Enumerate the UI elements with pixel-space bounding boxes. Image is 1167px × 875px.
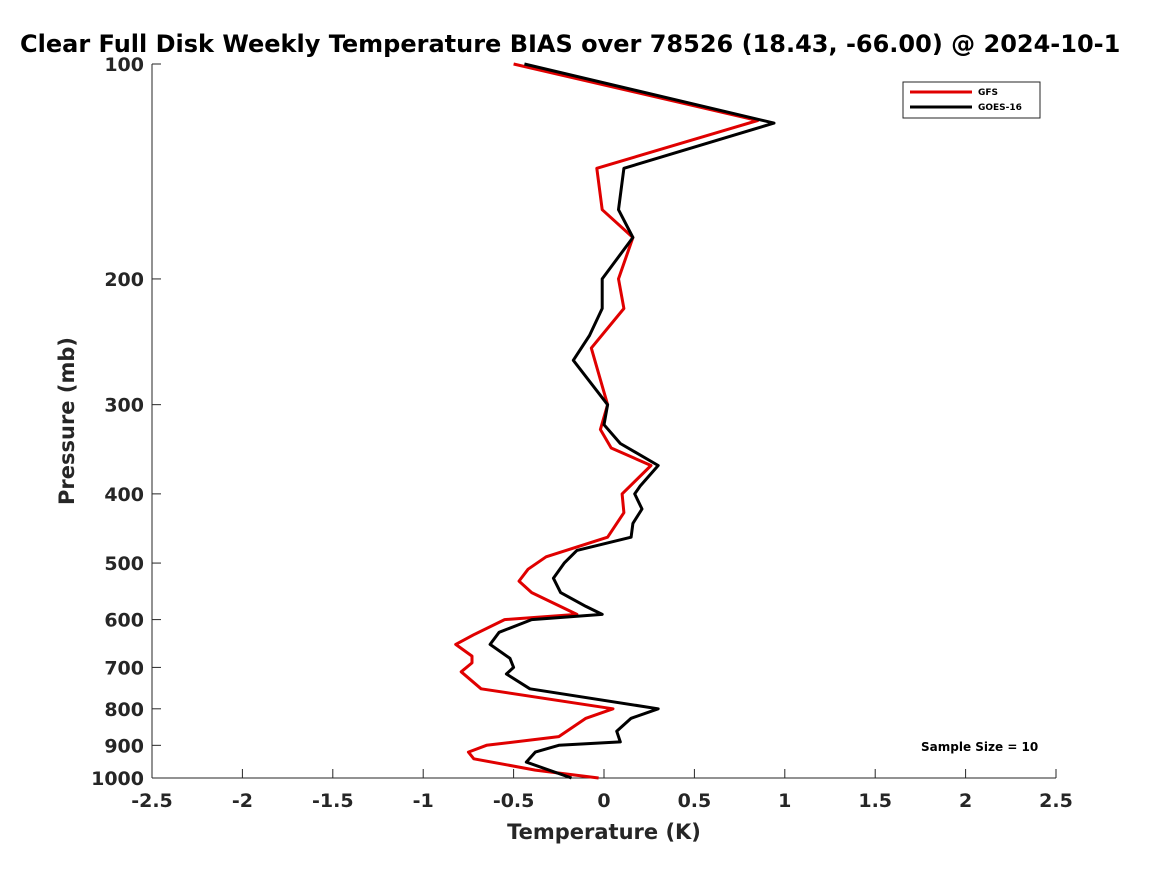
x-tick-label: 1.5 [858, 790, 892, 812]
x-tick-label: -2.5 [131, 790, 173, 812]
x-tick-label: -1 [413, 790, 434, 812]
sample-size-annotation: Sample Size = 10 [921, 740, 1038, 754]
y-tick-label: 300 [104, 395, 144, 417]
y-tick-label: 800 [104, 699, 144, 721]
y-tick-label: 1000 [91, 768, 144, 790]
x-tick-label: 0.5 [678, 790, 712, 812]
series-line-goes-16 [488, 62, 776, 780]
axes: -2.5 -2 -1.5 -1 -0.5 0 0.5 1 1.5 2 2.5 100 200 300 400… [91, 54, 1073, 812]
y-tick-label: 700 [104, 657, 144, 679]
legend: GFS GOES-16 [902, 81, 1041, 119]
x-tick-label: 0 [597, 790, 610, 812]
legend-box [902, 81, 1041, 119]
x-tick-label: -1.5 [312, 790, 354, 812]
x-tick-label: 2.5 [1039, 790, 1073, 812]
y-tick-label: 900 [104, 735, 144, 757]
y-tick-label: 600 [104, 610, 144, 632]
y-tick-label: 400 [104, 484, 144, 506]
y-tick-label: 100 [104, 54, 144, 76]
x-tick-label: 1 [778, 790, 791, 812]
series-lines [454, 62, 776, 780]
y-tick-label: 200 [104, 269, 144, 291]
legend-label: GFS [978, 88, 998, 98]
x-axis-label: Temperature (K) [507, 820, 701, 844]
y-tick-label: 500 [104, 553, 144, 575]
chart-title: Clear Full Disk Weekly Temperature BIAS … [20, 30, 1120, 58]
x-tick-label: -0.5 [493, 790, 535, 812]
legend-label: GOES-16 [978, 103, 1022, 113]
y-axis-label: Pressure (mb) [55, 337, 79, 505]
series-line-gfs [454, 62, 760, 780]
x-tick-label: -2 [232, 790, 253, 812]
x-tick-label: 2 [959, 790, 972, 812]
